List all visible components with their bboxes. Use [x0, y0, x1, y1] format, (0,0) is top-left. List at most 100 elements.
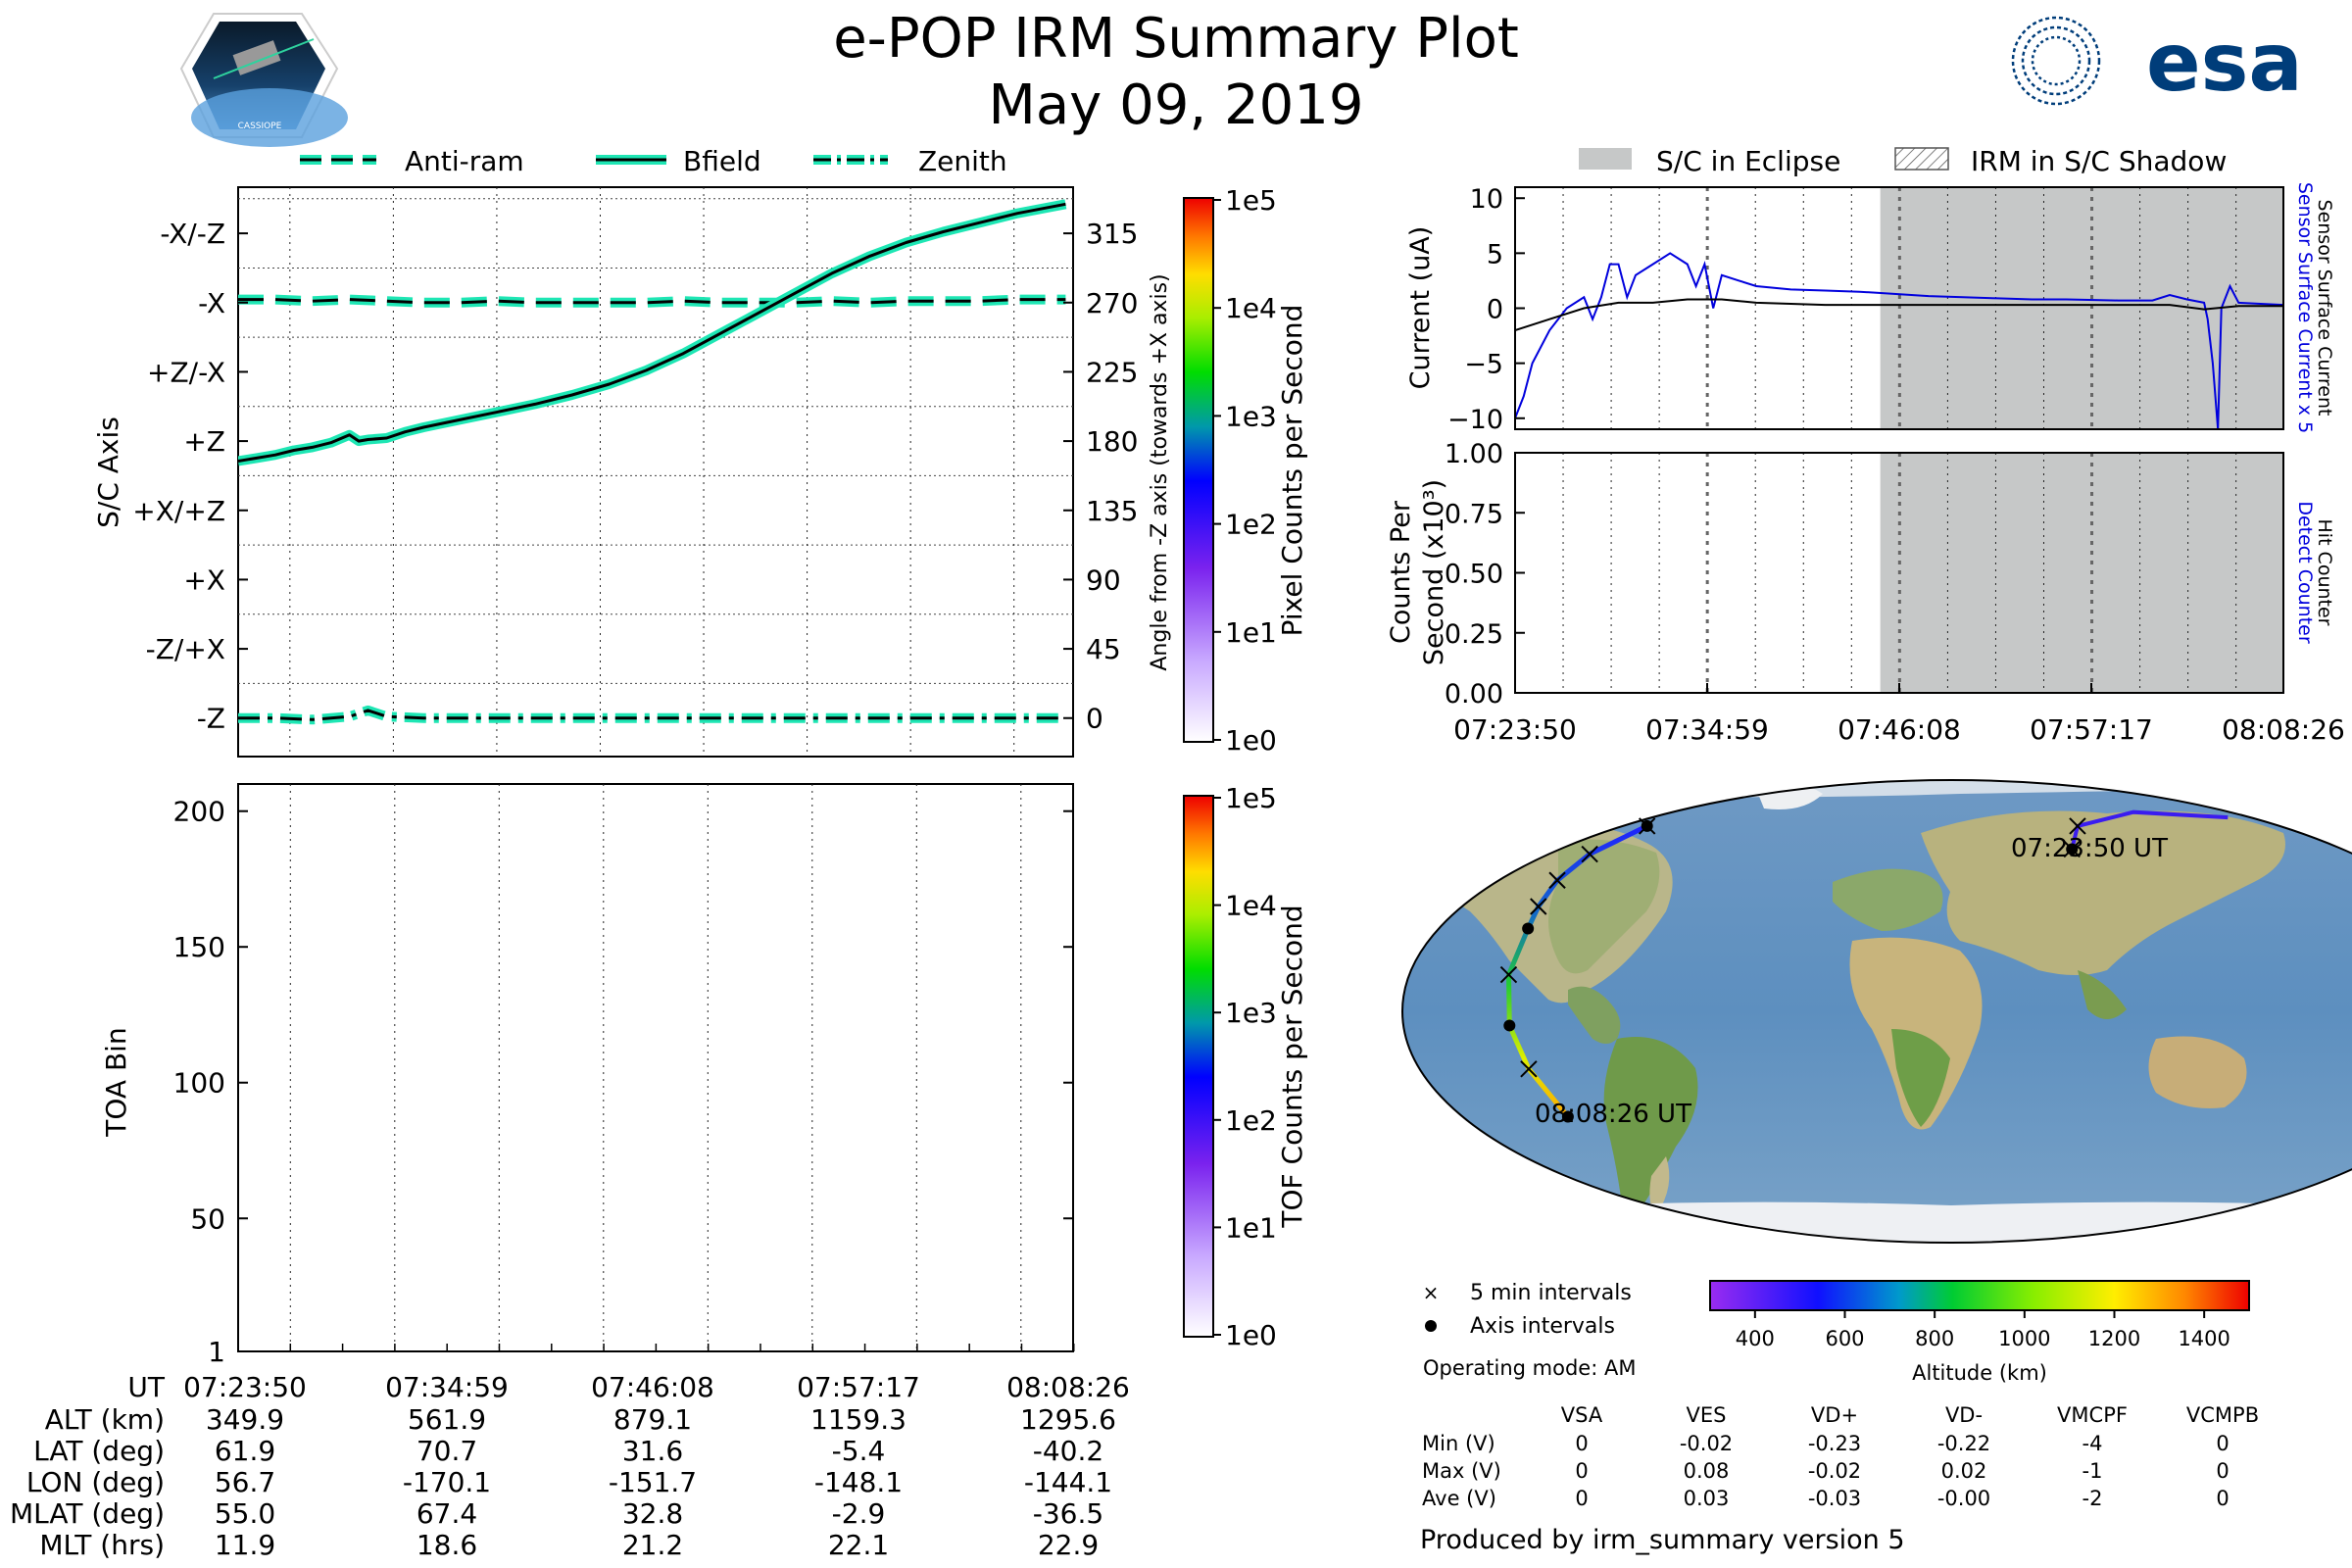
tick-label: -X/-Z — [160, 218, 225, 250]
tick-label: 135 — [1086, 495, 1138, 527]
voltage-cell: -0.02 — [1680, 1432, 1733, 1455]
sc-axis-legend: Anti-ram Bfield Zenith — [300, 145, 1007, 177]
current-ylabel: Current (uA) — [1405, 226, 1436, 390]
colorbar-tick-label: 1e0 — [1225, 1319, 1277, 1351]
altitude-colorbar-label: Altitude (km) — [1912, 1361, 2047, 1385]
colorbar-tick-label: 1000 — [1998, 1327, 2050, 1350]
counts-ylabel-line2: Second (x10³) — [1419, 479, 1449, 665]
tick-label: 0 — [1086, 703, 1103, 735]
voltage-cell: -0.03 — [1808, 1487, 1861, 1510]
colorbar-tick-label: 1e3 — [1225, 997, 1277, 1029]
table-cell: 55.0 — [215, 1497, 275, 1530]
tick-label: 50 — [190, 1202, 225, 1235]
five-min-cross — [2069, 817, 2086, 835]
tick-label: 90 — [1086, 564, 1121, 596]
tick-label: 10 — [1470, 184, 1503, 215]
five-min-cross — [1639, 817, 1656, 835]
tof-colorbar-label: TOF Counts per Second — [1276, 905, 1308, 1228]
current-right-label-blue: Sensor Surface Current x 5 — [2294, 182, 2316, 433]
five-min-cross — [1499, 965, 1518, 984]
table-row-label: ALT (km) — [45, 1403, 165, 1436]
time-tick-label: 07:34:59 — [385, 1371, 509, 1403]
five-min-cross — [1581, 845, 1598, 863]
table-row-label: MLAT (deg) — [10, 1497, 165, 1530]
table-cell: 879.1 — [613, 1403, 692, 1436]
operating-mode: Operating mode: AM — [1423, 1356, 1636, 1380]
table-cell: -2.9 — [832, 1497, 886, 1530]
tick-label: 150 — [173, 931, 225, 963]
tick-label: +Z/-X — [147, 356, 225, 388]
voltage-cell: 0 — [1575, 1432, 1588, 1455]
toa-frame — [237, 783, 1074, 1352]
series-zenith — [238, 709, 1066, 721]
table-cell: 11.9 — [215, 1529, 275, 1561]
current-right-label-black: Sensor Surface Current — [2314, 200, 2335, 416]
tick-label: 5 — [1487, 239, 1503, 270]
voltage-cell: -0.23 — [1808, 1432, 1861, 1455]
counts-ylabel-line1: Counts Per — [1386, 500, 1416, 644]
tick-label: 200 — [173, 796, 225, 828]
table-cell: 1159.3 — [810, 1403, 906, 1436]
voltage-cell: -4 — [2082, 1432, 2103, 1455]
tick-label: +X/+Z — [132, 495, 225, 527]
time-tick-label: 07:57:17 — [2030, 713, 2153, 746]
table-header: UT — [127, 1371, 165, 1403]
table-cell: 32.8 — [622, 1497, 683, 1530]
legend-label: Anti-ram — [405, 145, 524, 177]
colorbar-tick-label: 1e5 — [1225, 782, 1277, 814]
current-panel: 10 5 0 −5 −10 Current (uA) Sensor Surface Cu… — [1405, 182, 2335, 435]
orbit-track — [1499, 809, 2229, 1123]
axis-interval-dot — [1561, 1110, 1574, 1123]
tick-label: 270 — [1086, 287, 1138, 319]
counts-right-label-blue: Detect Counter — [2294, 501, 2316, 644]
tick-label: 0.50 — [1445, 560, 1503, 590]
tof-colorbar: 1e5 1e4 1e3 1e2 1e1 1e0 TOF Counts per Second — [1183, 782, 1308, 1351]
voltage-cell: -1 — [2082, 1459, 2103, 1483]
voltage-row-label: Min (V) — [1422, 1432, 1495, 1455]
ground-track-map: 07:23:50 UT 08:08:26 UT — [1401, 779, 2352, 1244]
table-cell: 61.9 — [215, 1435, 275, 1467]
colorbar-tick-label: 1200 — [2088, 1327, 2140, 1350]
axis-interval-dot — [1522, 922, 1535, 935]
colorbar-tick-label: 1e5 — [1225, 184, 1277, 217]
legend-label: Zenith — [918, 145, 1007, 177]
table-row-label: LAT (deg) — [33, 1435, 165, 1467]
counts-right-label-black: Hit Counter — [2314, 519, 2335, 626]
eclipse-region — [1880, 453, 2283, 693]
pixel-colorbar: 1e5 1e4 1e3 1e2 1e1 1e0 Pixel Counts per Seco… — [1183, 184, 1308, 757]
colorbar-tick-label: 1e2 — [1225, 509, 1277, 541]
table-cell: 67.4 — [416, 1497, 477, 1530]
table-cell: 1295.6 — [1020, 1403, 1116, 1436]
legend-label: Axis intervals — [1470, 1314, 1615, 1339]
tick-label: −5 — [1464, 350, 1503, 380]
tick-label: -Z — [197, 703, 225, 735]
voltage-cell: 0 — [1575, 1487, 1588, 1510]
logo-caption: CASSIOPE — [238, 122, 282, 131]
time-tick-label: 07:34:59 — [1645, 713, 1769, 746]
track-end-label: 08:08:26 UT — [1535, 1100, 1691, 1129]
table-cell: 561.9 — [408, 1403, 486, 1436]
table-cell: 349.9 — [206, 1403, 284, 1436]
series-bfield — [238, 202, 1066, 463]
tick-label: +Z — [183, 425, 225, 458]
table-cell: -5.4 — [832, 1435, 886, 1467]
table-cell: 21.2 — [622, 1529, 683, 1561]
footer-text: Produced by irm_summary version 5 — [1420, 1525, 1905, 1555]
chart-title: e-POP IRM Summary Plot — [833, 7, 1519, 71]
tick-label: 0.25 — [1445, 619, 1503, 650]
tick-label: -Z/+X — [146, 633, 225, 665]
esa-logo: esa — [2011, 16, 2303, 110]
dot-marker-icon — [1425, 1320, 1437, 1332]
time-tick-label: 07:23:50 — [1453, 713, 1577, 746]
colorbar-tick-label: 1e4 — [1225, 890, 1277, 922]
five-min-cross — [1548, 871, 1566, 889]
voltage-row-label: Max (V) — [1422, 1459, 1501, 1483]
legend-label: S/C in Eclipse — [1656, 145, 1840, 177]
voltage-cell: -0.00 — [1937, 1487, 1990, 1510]
voltage-column-header: VSA — [1561, 1403, 1603, 1427]
table-cell: -36.5 — [1033, 1497, 1103, 1530]
sc-axis-ylabel: S/C Axis — [92, 416, 124, 528]
colorbar-tick-label: 600 — [1825, 1327, 1864, 1350]
colorbar-tick-label: 1e2 — [1225, 1104, 1277, 1137]
